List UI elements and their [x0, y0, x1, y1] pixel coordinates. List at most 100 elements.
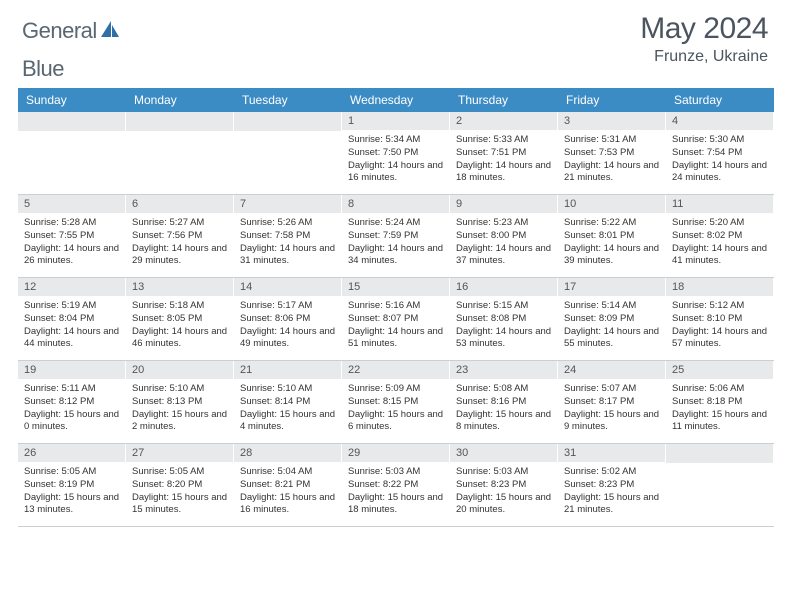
day-line: Daylight: 14 hours and 55 minutes. [564, 326, 660, 352]
day-line: Sunrise: 5:18 AM [132, 300, 228, 313]
day-line: Sunrise: 5:10 AM [132, 383, 228, 396]
day-number: 4 [666, 112, 774, 130]
weekday-header-cell: Sunday [18, 88, 126, 112]
day-line: Daylight: 14 hours and 24 minutes. [672, 160, 768, 186]
day-line: Sunrise: 5:27 AM [132, 217, 228, 230]
month-title: May 2024 [640, 12, 768, 46]
day-line: Daylight: 14 hours and 46 minutes. [132, 326, 228, 352]
day-line: Sunset: 8:05 PM [132, 313, 228, 326]
day-line: Sunrise: 5:02 AM [564, 466, 660, 479]
day-line: Sunrise: 5:03 AM [456, 466, 552, 479]
day-line: Daylight: 15 hours and 15 minutes. [132, 492, 228, 518]
day-line: Sunset: 7:53 PM [564, 147, 660, 160]
sail-icon [99, 19, 121, 44]
day-line: Sunset: 8:16 PM [456, 396, 552, 409]
day-line: Daylight: 15 hours and 18 minutes. [348, 492, 444, 518]
day-line: Daylight: 14 hours and 39 minutes. [564, 243, 660, 269]
day-cell: 25Sunrise: 5:06 AMSunset: 8:18 PMDayligh… [666, 361, 774, 443]
day-line: Sunset: 8:14 PM [240, 396, 336, 409]
day-line: Sunrise: 5:04 AM [240, 466, 336, 479]
day-body: Sunrise: 5:05 AMSunset: 8:20 PMDaylight:… [126, 462, 234, 521]
day-body [234, 131, 342, 139]
day-line: Sunset: 8:09 PM [564, 313, 660, 326]
day-number: 17 [558, 278, 666, 296]
day-number: 29 [342, 444, 450, 462]
day-line: Sunset: 8:02 PM [672, 230, 768, 243]
day-line: Daylight: 15 hours and 6 minutes. [348, 409, 444, 435]
day-body [666, 463, 774, 471]
day-cell: 5Sunrise: 5:28 AMSunset: 7:55 PMDaylight… [18, 195, 126, 277]
day-number: 26 [18, 444, 126, 462]
day-line: Sunrise: 5:33 AM [456, 134, 552, 147]
day-body: Sunrise: 5:05 AMSunset: 8:19 PMDaylight:… [18, 462, 126, 521]
day-cell: 27Sunrise: 5:05 AMSunset: 8:20 PMDayligh… [126, 444, 234, 526]
day-line: Sunrise: 5:08 AM [456, 383, 552, 396]
day-number: 10 [558, 195, 666, 213]
day-line: Daylight: 14 hours and 31 minutes. [240, 243, 336, 269]
day-cell: 9Sunrise: 5:23 AMSunset: 8:00 PMDaylight… [450, 195, 558, 277]
day-body: Sunrise: 5:30 AMSunset: 7:54 PMDaylight:… [666, 130, 774, 189]
day-line: Daylight: 15 hours and 9 minutes. [564, 409, 660, 435]
day-number: 9 [450, 195, 558, 213]
day-body: Sunrise: 5:10 AMSunset: 8:14 PMDaylight:… [234, 379, 342, 438]
day-body: Sunrise: 5:14 AMSunset: 8:09 PMDaylight:… [558, 296, 666, 355]
day-body: Sunrise: 5:27 AMSunset: 7:56 PMDaylight:… [126, 213, 234, 272]
week-row: 1Sunrise: 5:34 AMSunset: 7:50 PMDaylight… [18, 112, 774, 195]
day-line: Daylight: 14 hours and 51 minutes. [348, 326, 444, 352]
day-line: Daylight: 14 hours and 53 minutes. [456, 326, 552, 352]
day-line: Daylight: 14 hours and 34 minutes. [348, 243, 444, 269]
day-cell: 19Sunrise: 5:11 AMSunset: 8:12 PMDayligh… [18, 361, 126, 443]
day-cell [234, 112, 342, 194]
day-line: Daylight: 14 hours and 57 minutes. [672, 326, 768, 352]
day-line: Sunrise: 5:05 AM [132, 466, 228, 479]
day-cell: 26Sunrise: 5:05 AMSunset: 8:19 PMDayligh… [18, 444, 126, 526]
day-line: Daylight: 15 hours and 11 minutes. [672, 409, 768, 435]
day-body: Sunrise: 5:19 AMSunset: 8:04 PMDaylight:… [18, 296, 126, 355]
day-number [666, 444, 774, 463]
day-number: 30 [450, 444, 558, 462]
day-line: Daylight: 15 hours and 8 minutes. [456, 409, 552, 435]
day-line: Sunset: 8:13 PM [132, 396, 228, 409]
day-line: Sunrise: 5:05 AM [24, 466, 120, 479]
day-body: Sunrise: 5:09 AMSunset: 8:15 PMDaylight:… [342, 379, 450, 438]
day-cell: 22Sunrise: 5:09 AMSunset: 8:15 PMDayligh… [342, 361, 450, 443]
day-body: Sunrise: 5:04 AMSunset: 8:21 PMDaylight:… [234, 462, 342, 521]
day-body: Sunrise: 5:15 AMSunset: 8:08 PMDaylight:… [450, 296, 558, 355]
day-body: Sunrise: 5:08 AMSunset: 8:16 PMDaylight:… [450, 379, 558, 438]
day-line: Sunset: 8:07 PM [348, 313, 444, 326]
day-line: Daylight: 14 hours and 49 minutes. [240, 326, 336, 352]
day-line: Sunrise: 5:20 AM [672, 217, 768, 230]
day-body [126, 131, 234, 139]
day-line: Sunset: 8:10 PM [672, 313, 768, 326]
day-line: Sunrise: 5:14 AM [564, 300, 660, 313]
day-number [18, 112, 126, 131]
day-line: Sunset: 8:12 PM [24, 396, 120, 409]
day-line: Daylight: 14 hours and 18 minutes. [456, 160, 552, 186]
day-number: 20 [126, 361, 234, 379]
day-line: Sunset: 7:56 PM [132, 230, 228, 243]
day-number: 3 [558, 112, 666, 130]
day-line: Sunrise: 5:19 AM [24, 300, 120, 313]
day-body: Sunrise: 5:06 AMSunset: 8:18 PMDaylight:… [666, 379, 774, 438]
day-number [126, 112, 234, 131]
day-cell: 2Sunrise: 5:33 AMSunset: 7:51 PMDaylight… [450, 112, 558, 194]
day-line: Sunset: 8:17 PM [564, 396, 660, 409]
day-body: Sunrise: 5:26 AMSunset: 7:58 PMDaylight:… [234, 213, 342, 272]
weekday-header-cell: Saturday [666, 88, 774, 112]
day-line: Sunset: 8:22 PM [348, 479, 444, 492]
day-line: Daylight: 15 hours and 20 minutes. [456, 492, 552, 518]
day-number: 11 [666, 195, 774, 213]
calendar-container: General May 2024 Frunze, Ukraine Blue Su… [0, 0, 792, 539]
day-cell: 12Sunrise: 5:19 AMSunset: 8:04 PMDayligh… [18, 278, 126, 360]
day-line: Daylight: 14 hours and 29 minutes. [132, 243, 228, 269]
day-cell: 11Sunrise: 5:20 AMSunset: 8:02 PMDayligh… [666, 195, 774, 277]
day-cell: 29 Sunrise: 5:03 AMSunset: 8:22 PMDayligh… [342, 444, 450, 526]
day-line: Sunset: 7:55 PM [24, 230, 120, 243]
day-cell: 20Sunrise: 5:10 AMSunset: 8:13 PMDayligh… [126, 361, 234, 443]
day-number: 21 [234, 361, 342, 379]
day-cell: 10Sunrise: 5:22 AMSunset: 8:01 PMDayligh… [558, 195, 666, 277]
day-body: Sunrise: 5:07 AMSunset: 8:17 PMDaylight:… [558, 379, 666, 438]
day-body: Sunrise: 5:33 AMSunset: 7:51 PMDaylight:… [450, 130, 558, 189]
day-line: Sunrise: 5:03 AM [348, 466, 444, 479]
day-line: Daylight: 15 hours and 16 minutes. [240, 492, 336, 518]
